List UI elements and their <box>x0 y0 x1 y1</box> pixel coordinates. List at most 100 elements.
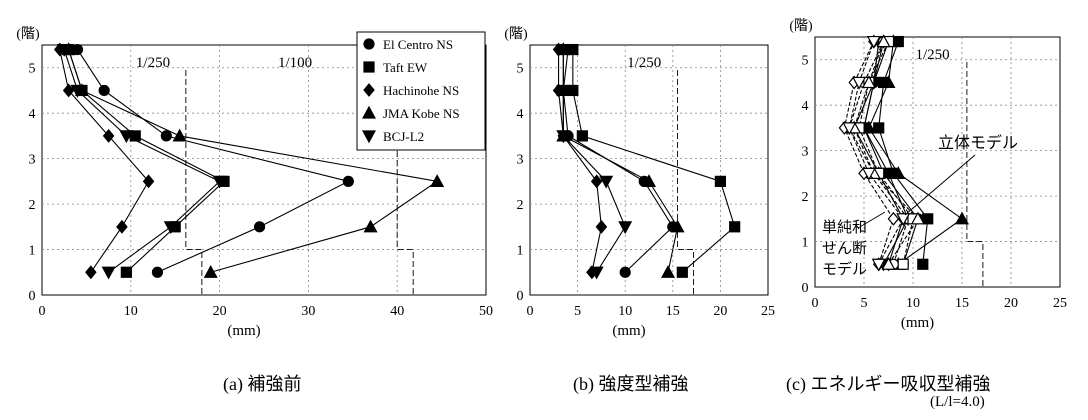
x-tick-label: 0 <box>527 304 534 319</box>
y-tick-label: 0 <box>517 289 524 304</box>
legend: El Centro NS Taft EW Hachinohe NS JMA Kobe … <box>356 31 486 151</box>
data-point <box>253 221 266 233</box>
y-tick-label: 3 <box>517 153 524 168</box>
data-point <box>120 266 132 278</box>
series-hachinohe-ns <box>53 42 155 280</box>
y-tick-label: 0 <box>29 289 36 304</box>
data-point <box>910 211 925 225</box>
data-point <box>595 219 608 234</box>
data-point <box>954 211 970 225</box>
data-point <box>567 43 579 56</box>
x-tick-label: 30 <box>301 304 315 319</box>
series-line <box>68 49 439 273</box>
series-taft-ew <box>63 43 230 278</box>
y-tick-label: 2 <box>517 198 524 213</box>
x-tick-label: 10 <box>906 296 920 311</box>
data-point <box>151 266 164 278</box>
series-line <box>59 49 150 273</box>
data-point <box>842 122 857 136</box>
drift-limit-line <box>396 70 414 295</box>
chart-panel-2: 0 1 2 3 4 5 0 5 10 15 20 25 (階) (mm) 1/250 立体モデル単純和せん断モ… <box>789 18 1067 331</box>
y-tick-label: 2 <box>802 190 809 205</box>
x-tick-label: 5 <box>574 304 581 319</box>
annotation-3d-model: 立体モデル <box>938 133 1018 152</box>
x-tick-label: 40 <box>390 304 404 319</box>
x-tick-label: 20 <box>713 304 727 319</box>
data-point <box>876 34 891 48</box>
series-line <box>853 41 919 265</box>
x-tick-label: 20 <box>1004 296 1018 311</box>
series-line <box>868 41 963 265</box>
data-point <box>661 265 676 278</box>
data-point <box>85 265 97 280</box>
y-tick-label: 2 <box>29 198 36 213</box>
series-jma-kobe-ns <box>861 34 970 270</box>
data-point <box>873 122 885 134</box>
plot-frame <box>529 44 769 296</box>
data-point <box>567 84 579 97</box>
data-point <box>917 258 929 270</box>
data-point <box>172 128 187 142</box>
series-line <box>853 41 904 265</box>
data-point <box>203 265 218 278</box>
drift-limit-label: 1/100 <box>278 55 312 71</box>
data-point <box>881 257 896 270</box>
legend-label: Hachinohe NS <box>383 83 459 98</box>
legend-box <box>356 31 486 151</box>
series-line <box>77 49 350 273</box>
data-point <box>116 219 128 234</box>
panel-a-caption: (a) 補強前 <box>223 374 302 394</box>
data-point <box>891 166 906 179</box>
x-axis-title: (mm) <box>901 315 934 331</box>
y-tick-label: 1 <box>29 244 36 259</box>
data-point <box>102 128 115 143</box>
drift-limit-label: 1/250 <box>916 47 950 63</box>
annotation-shear: せん断 <box>822 240 867 257</box>
data-point <box>871 258 886 272</box>
y-tick-label: 3 <box>802 145 809 160</box>
annotation-leader <box>857 211 886 229</box>
data-point <box>57 43 72 57</box>
y-tick-label: 0 <box>802 281 809 296</box>
series-line <box>558 49 602 273</box>
y-axis-title: (階) <box>789 18 813 34</box>
plot-frame <box>814 36 1061 288</box>
data-point <box>576 130 588 142</box>
data-point <box>861 75 876 89</box>
data-point <box>342 175 354 187</box>
x-tick-label: 50 <box>479 304 493 319</box>
data-point <box>101 266 116 280</box>
data-point <box>896 213 911 227</box>
y-tick-label: 5 <box>517 62 524 77</box>
data-point <box>62 83 75 98</box>
plot-frame <box>41 44 487 296</box>
data-point <box>589 266 604 280</box>
data-point <box>556 43 571 57</box>
y-tick-label: 4 <box>517 107 524 122</box>
data-point <box>618 221 633 235</box>
data-point <box>852 76 867 90</box>
series-taft-ew <box>873 35 934 270</box>
series-taft-ew <box>567 43 741 278</box>
data-point <box>676 266 688 278</box>
annotation-simple: 単純和 <box>822 219 867 236</box>
legend-label: JMA Kobe NS <box>383 106 460 121</box>
series-jma-kobe-ns <box>556 42 685 278</box>
data-point <box>590 174 603 189</box>
legend-label: El Centro NS <box>383 37 453 52</box>
data-point <box>160 130 172 142</box>
data-point <box>599 175 614 189</box>
data-point <box>619 266 631 278</box>
panel-c-caption-sub: (L/l=4.0) <box>930 394 985 410</box>
series-line <box>843 41 895 265</box>
drift-limit-line <box>185 70 203 295</box>
data-point <box>866 35 881 49</box>
x-axis-title: (mm) <box>612 323 645 339</box>
legend-label: Taft EW <box>383 60 428 75</box>
drift-limit-line <box>677 70 695 295</box>
y-tick-label: 1 <box>517 244 524 259</box>
x-tick-label: 20 <box>213 304 227 319</box>
series-el-centro-ns <box>71 43 354 278</box>
